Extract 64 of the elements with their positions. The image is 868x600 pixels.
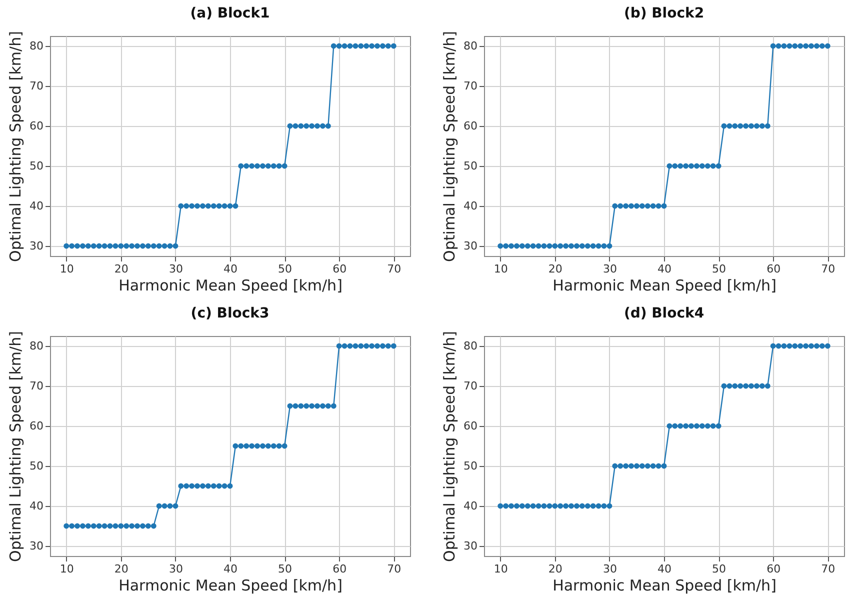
y-tick-label: 40 <box>464 200 478 212</box>
y-tick-label: 50 <box>464 160 478 172</box>
x-tick-label: 20 <box>114 262 128 276</box>
y-tick-label: 40 <box>464 500 478 512</box>
y-tick-label: 60 <box>30 420 44 432</box>
x-tick-label: 50 <box>712 562 726 576</box>
x-tick-label: 50 <box>278 562 292 576</box>
y-tick-label: 50 <box>30 460 44 472</box>
chart-title: (c) Block3 <box>190 306 270 322</box>
y-tick-label: 80 <box>30 40 44 52</box>
x-axis-title: Harmonic Mean Speed [km/h] <box>118 576 342 594</box>
x-tick-label: 10 <box>60 262 74 276</box>
x-tick-label: 20 <box>548 562 562 576</box>
y-tick-label: 70 <box>464 80 478 92</box>
x-axis-title: Harmonic Mean Speed [km/h] <box>552 276 776 294</box>
x-tick-label: 30 <box>602 562 617 576</box>
x-axis-title: Harmonic Mean Speed [km/h] <box>118 276 342 294</box>
x-tick-label: 60 <box>766 262 781 276</box>
x-tick-label: 40 <box>658 562 672 576</box>
x-tick-label: 50 <box>278 262 292 276</box>
y-axis-title: Optimal Lighting Speed [km/h] <box>6 31 25 262</box>
x-tick-label: 10 <box>60 562 74 576</box>
y-tick-label: 50 <box>464 460 478 472</box>
x-tick-label: 60 <box>766 562 781 576</box>
chart-title: (b) Block2 <box>624 6 704 22</box>
x-tick-label: 30 <box>602 262 617 276</box>
x-tick-label: 70 <box>387 562 402 576</box>
x-tick-label: 20 <box>114 562 128 576</box>
x-tick-label: 30 <box>168 262 183 276</box>
y-tick-label: 60 <box>30 120 44 132</box>
x-tick-label: 70 <box>821 562 836 576</box>
y-tick-label: 70 <box>464 380 478 392</box>
y-tick-label: 60 <box>464 120 478 132</box>
y-tick-label: 80 <box>30 340 44 352</box>
y-axis-title: Optimal Lighting Speed [km/h] <box>6 331 25 562</box>
x-tick-label: 60 <box>332 562 347 576</box>
chart-title: (d) Block4 <box>624 306 704 322</box>
y-tick-label: 40 <box>30 500 44 512</box>
y-axis-title: Optimal Lighting Speed [km/h] <box>440 331 459 562</box>
y-tick-label: 30 <box>30 240 44 252</box>
y-tick-label: 30 <box>464 240 478 252</box>
y-tick-label: 30 <box>30 540 44 552</box>
x-tick-label: 40 <box>224 262 238 276</box>
y-axis-title: Optimal Lighting Speed [km/h] <box>440 31 459 262</box>
x-tick-label: 40 <box>224 562 238 576</box>
x-axis-title: Harmonic Mean Speed [km/h] <box>552 576 776 594</box>
y-tick-label: 60 <box>464 420 478 432</box>
x-tick-label: 70 <box>821 262 836 276</box>
x-tick-label: 60 <box>332 262 347 276</box>
x-tick-label: 50 <box>712 262 726 276</box>
x-tick-label: 30 <box>168 562 183 576</box>
y-tick-label: 50 <box>30 160 44 172</box>
y-tick-label: 70 <box>30 380 44 392</box>
y-tick-label: 80 <box>464 40 478 52</box>
y-tick-label: 30 <box>464 540 478 552</box>
x-tick-label: 70 <box>387 262 402 276</box>
x-tick-label: 10 <box>494 262 508 276</box>
x-tick-label: 40 <box>658 262 672 276</box>
y-tick-label: 80 <box>464 340 478 352</box>
y-tick-label: 40 <box>30 200 44 212</box>
y-tick-label: 70 <box>30 80 44 92</box>
chart-title: (a) Block1 <box>190 6 270 22</box>
x-tick-label: 20 <box>548 262 562 276</box>
x-tick-label: 10 <box>494 562 508 576</box>
